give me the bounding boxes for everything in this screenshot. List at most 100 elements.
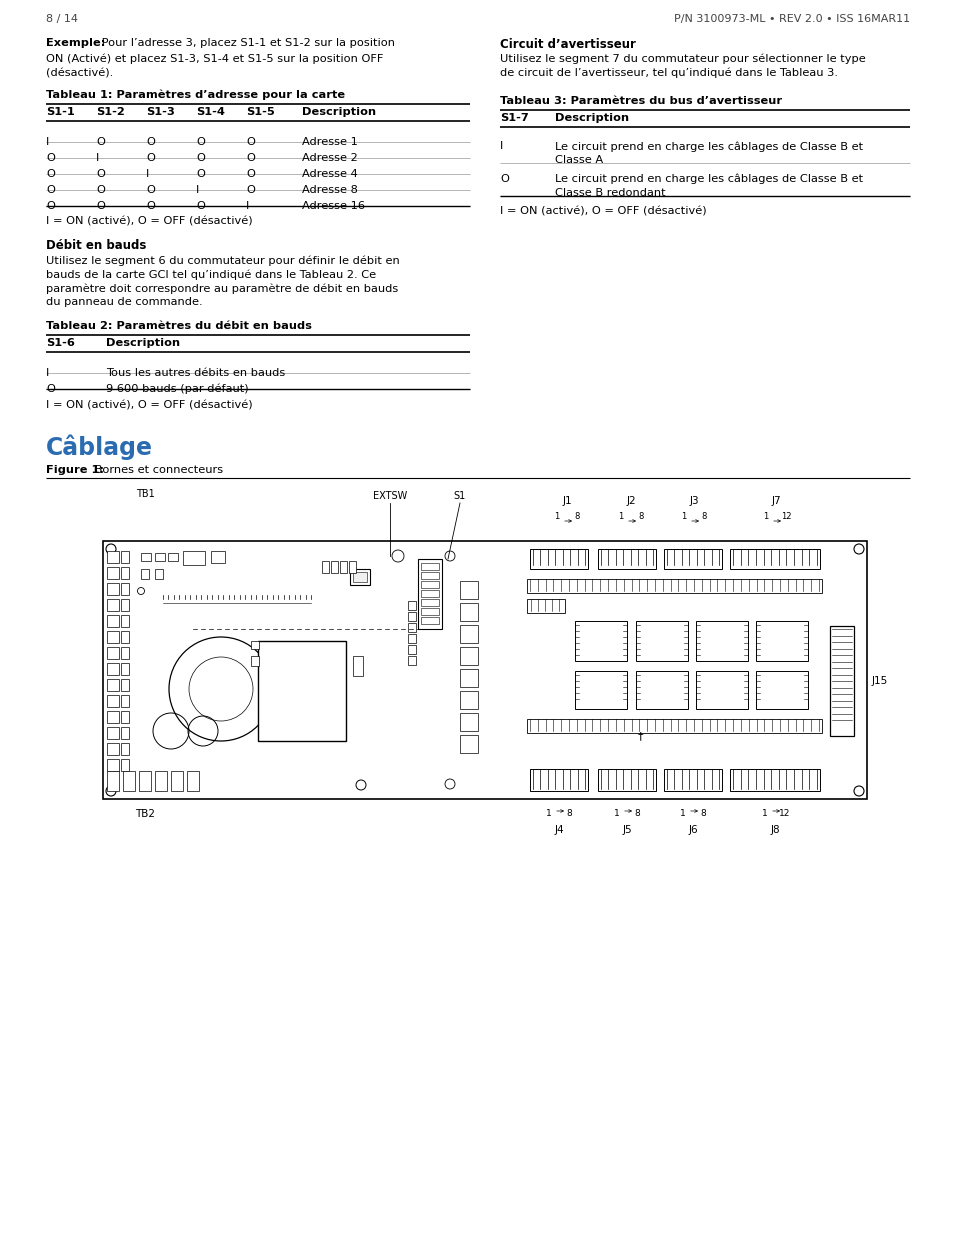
Text: Utilisez le segment 6 du commutateur pour définir le débit en: Utilisez le segment 6 du commutateur pou… xyxy=(46,254,399,266)
Text: O: O xyxy=(96,185,105,195)
Bar xyxy=(121,711,129,722)
Bar xyxy=(107,647,119,659)
Bar xyxy=(729,769,820,790)
Text: Figure 1:: Figure 1: xyxy=(46,466,104,475)
Bar xyxy=(417,559,441,629)
Text: O: O xyxy=(246,169,254,179)
Text: I: I xyxy=(246,201,249,211)
Text: Classe A: Classe A xyxy=(555,156,602,165)
Bar xyxy=(530,550,587,569)
Bar xyxy=(696,621,747,661)
Bar xyxy=(121,647,129,659)
Bar xyxy=(107,615,119,627)
Text: 1: 1 xyxy=(762,513,768,521)
Bar xyxy=(420,590,438,597)
Bar xyxy=(349,561,355,573)
Text: Tableau 2: Paramètres du débit en bauds: Tableau 2: Paramètres du débit en bauds xyxy=(46,321,312,331)
Text: O: O xyxy=(195,201,205,211)
Text: O: O xyxy=(46,185,55,195)
Text: O: O xyxy=(499,174,508,184)
Bar xyxy=(107,663,119,676)
Bar xyxy=(353,656,363,676)
Bar xyxy=(459,713,477,731)
Text: O: O xyxy=(195,137,205,147)
Text: J3: J3 xyxy=(688,496,699,506)
Bar xyxy=(107,771,119,790)
Text: Pour l’adresse 3, placez S1-1 et S1-2 sur la position: Pour l’adresse 3, placez S1-1 et S1-2 su… xyxy=(98,38,395,48)
Text: I = ON (activé), O = OFF (désactivé): I = ON (activé), O = OFF (désactivé) xyxy=(46,217,253,227)
Text: O: O xyxy=(46,384,55,394)
Bar xyxy=(829,626,853,736)
Bar xyxy=(755,671,807,709)
Bar xyxy=(459,692,477,709)
Text: O: O xyxy=(46,169,55,179)
Text: I = ON (activé), O = OFF (désactivé): I = ON (activé), O = OFF (désactivé) xyxy=(499,207,706,217)
Text: J7: J7 xyxy=(770,496,780,506)
Bar xyxy=(729,550,820,569)
Bar xyxy=(154,771,167,790)
Bar xyxy=(107,727,119,739)
Bar xyxy=(107,711,119,722)
Bar xyxy=(459,580,477,599)
Bar xyxy=(598,550,656,569)
Text: J6: J6 xyxy=(687,825,697,835)
Text: O: O xyxy=(195,169,205,179)
Bar xyxy=(331,561,337,573)
Bar xyxy=(107,631,119,643)
Text: †: † xyxy=(637,731,642,741)
Bar xyxy=(755,621,807,661)
Text: O: O xyxy=(96,201,105,211)
Bar xyxy=(420,618,438,624)
Bar xyxy=(141,553,151,561)
Bar xyxy=(420,608,438,615)
Bar xyxy=(408,634,416,643)
Bar xyxy=(121,615,129,627)
Bar xyxy=(107,679,119,692)
Text: Tableau 1: Paramètres d’adresse pour la carte: Tableau 1: Paramètres d’adresse pour la … xyxy=(46,90,345,100)
Bar xyxy=(121,695,129,706)
Bar xyxy=(408,601,416,610)
Text: J15: J15 xyxy=(871,676,887,685)
Text: O: O xyxy=(46,153,55,163)
Text: Description: Description xyxy=(555,112,628,124)
Text: 8: 8 xyxy=(565,809,571,818)
Bar xyxy=(459,669,477,687)
Text: I: I xyxy=(46,368,50,378)
Text: Adresse 1: Adresse 1 xyxy=(302,137,357,147)
Bar xyxy=(636,621,687,661)
Text: 9 600 bauds (par défaut): 9 600 bauds (par défaut) xyxy=(106,384,249,394)
Bar xyxy=(575,671,626,709)
Bar xyxy=(353,572,367,582)
Text: 8: 8 xyxy=(700,513,706,521)
Text: I: I xyxy=(499,141,503,151)
Text: 1: 1 xyxy=(618,513,623,521)
Bar xyxy=(663,550,721,569)
Bar xyxy=(420,563,438,571)
Text: S1-3: S1-3 xyxy=(146,107,174,117)
Text: Classe B redondant: Classe B redondant xyxy=(555,188,665,198)
Text: ON (Activé) et placez S1-3, S1-4 et S1-5 sur la position OFF: ON (Activé) et placez S1-3, S1-4 et S1-5… xyxy=(46,53,383,63)
Text: de circuit de l’avertisseur, tel qu’indiqué dans le Tableau 3.: de circuit de l’avertisseur, tel qu’indi… xyxy=(499,68,837,79)
Text: 8 / 14: 8 / 14 xyxy=(46,14,78,23)
Text: EXTSW: EXTSW xyxy=(373,492,407,501)
Text: Adresse 8: Adresse 8 xyxy=(302,185,357,195)
Text: O: O xyxy=(146,201,154,211)
Text: bauds de la carte GCI tel qu’indiqué dans le Tableau 2. Ce: bauds de la carte GCI tel qu’indiqué dan… xyxy=(46,269,375,279)
Bar xyxy=(171,771,183,790)
Text: O: O xyxy=(195,153,205,163)
Bar xyxy=(123,771,135,790)
Text: O: O xyxy=(46,201,55,211)
Text: Bornes et connecteurs: Bornes et connecteurs xyxy=(91,466,223,475)
Text: Adresse 16: Adresse 16 xyxy=(302,201,365,211)
Bar xyxy=(257,641,346,741)
Bar xyxy=(121,583,129,595)
Bar xyxy=(598,769,656,790)
Text: O: O xyxy=(246,185,254,195)
Text: 1: 1 xyxy=(761,809,767,818)
Text: 8: 8 xyxy=(638,513,643,521)
Bar xyxy=(636,671,687,709)
Text: O: O xyxy=(146,153,154,163)
Text: I: I xyxy=(46,137,50,147)
Bar xyxy=(408,656,416,664)
Bar xyxy=(408,645,416,655)
